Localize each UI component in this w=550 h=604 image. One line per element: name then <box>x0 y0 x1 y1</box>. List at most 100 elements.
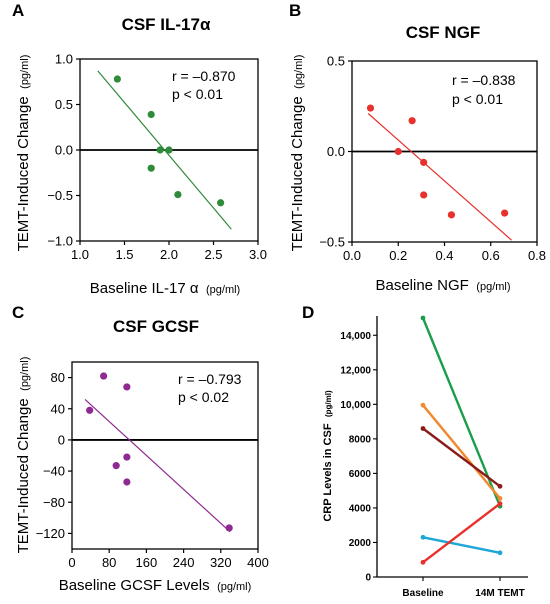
panel-a-data-point <box>217 199 225 207</box>
panel-c-xlabel: Baseline GCSF Levels (pg/ml) <box>59 577 252 594</box>
panel-d-plot: 0 2000 4000 6000 8000 10,000 12,000 14,000 Basel… <box>340 315 528 599</box>
panel-a-letter: A <box>12 1 24 20</box>
panel-d-series-point-4-baseline <box>420 534 426 540</box>
panel-d-x-tick-label: Baseline <box>402 588 444 599</box>
panel-a-r-value: r = –0.870 <box>172 68 236 84</box>
panel-d-y-tick-label: 6000 <box>349 469 372 480</box>
panel-c-x-tick-label: 80 <box>102 555 116 570</box>
panel-c-x-tick-label: 160 <box>136 555 158 570</box>
panel-d-series-point-2-14m <box>497 496 503 501</box>
panel-b-r-value: r = –0.838 <box>452 72 516 88</box>
panel-d-y-tick-label: 8000 <box>349 434 372 445</box>
panel-c-data-point <box>123 478 131 486</box>
panel-d-y-tick-label: 4000 <box>349 503 372 514</box>
panel-c-y-tick-label: −80 <box>43 495 65 510</box>
panel-b-xlabel-unit: (pg/ml) <box>476 281 510 293</box>
panel-c-y-tick-label: −40 <box>43 464 65 479</box>
panel-c-y-tick-label: 80 <box>51 370 65 385</box>
panel-d-y-tick-label: 0 <box>365 573 371 584</box>
panel-b-fit-line <box>367 113 512 241</box>
panel-b-data-point <box>447 211 456 219</box>
panel-b-data-point <box>408 117 416 125</box>
panel-c-data-point <box>123 383 131 391</box>
panel-a-y-tick-label: −1.0 <box>47 234 73 249</box>
panel-c-data-point <box>86 406 94 414</box>
panel-d-ylabel-main: CRP Levels in CSF <box>322 423 334 521</box>
panel-b-plot: 0.0 0.2 0.4 0.6 0.8−0.50.00.5 <box>319 54 546 264</box>
panel-b-data-point <box>501 209 509 217</box>
panel-a-p-value: p < 0.01 <box>172 86 223 102</box>
panel-d-series-line-4 <box>422 536 501 555</box>
panel-a-y-tick-label: 0.5 <box>55 97 73 112</box>
panel-d-ylabel: CRP Levels in CSF (pg/ml) <box>318 390 335 522</box>
panel-b-letter: B <box>289 1 301 20</box>
panel-c-x-tick-label: 320 <box>210 555 232 570</box>
panel-a-y-tick-label: 1.0 <box>55 52 73 67</box>
panel-b-x-tick-label: 0.2 <box>389 248 407 263</box>
panel-b-y-tick-label: 0.5 <box>327 54 345 69</box>
panel-b-x-tick-label: 0.0 <box>343 248 361 263</box>
panel-b-data-point <box>420 158 428 166</box>
panel-d-series-line-3 <box>422 427 501 488</box>
panel-a-ylabel-unit: (pg/ml) <box>19 55 31 89</box>
panel-d-letter: D <box>302 303 314 322</box>
panel-a-xlabel-main: Baseline IL-17 α <box>90 280 199 297</box>
panel-c-r-value: r = –0.793 <box>178 371 242 387</box>
panel-d-series-point-5-baseline <box>420 559 426 565</box>
panel-b-y-tick-label: −0.5 <box>319 235 345 250</box>
panel-d-series-line-2 <box>422 404 501 500</box>
panel-b-ylabel-unit: (pg/ml) <box>293 55 305 89</box>
panel-c-ylabel: TEMT-Induced Change (pg/ml) <box>15 357 32 554</box>
panel-b-x-tick-label: 0.6 <box>482 248 500 263</box>
panel-a-data-point <box>165 146 173 154</box>
panel-b-ylabel-main: TEMT-Induced Change <box>289 96 306 251</box>
panel-d-series-point-3-14m <box>497 483 503 489</box>
panel-a-ylabel: TEMT-Induced Change (pg/ml) <box>15 55 32 252</box>
panel-d-series-line-1 <box>421 317 502 507</box>
panel-d-series-point-5-14m <box>497 501 503 507</box>
panel-d: D CRP Levels in CSF (pg/ml) 0 2000 4000 600… <box>302 303 528 599</box>
panel-c-ylabel-unit: (pg/ml) <box>19 357 31 391</box>
panel-c-data-point <box>112 462 120 470</box>
panel-d-ylabel-unit: (pg/ml) <box>324 390 333 417</box>
panel-a-x-tick-label: 3.0 <box>249 247 267 262</box>
panel-c-x-tick-label: 0 <box>68 555 75 570</box>
panel-c-data-point <box>123 453 131 461</box>
panel-c-xlabel-main: Baseline GCSF Levels <box>59 577 210 594</box>
panel-a-xlabel-unit: (pg/ml) <box>206 284 240 296</box>
panel-c-data-point <box>100 372 108 380</box>
panel-a-x-tick-label: 2.5 <box>204 247 222 262</box>
panel-c-ylabel-main: TEMT-Induced Change <box>15 398 32 553</box>
panel-a-x-tick-label: 1.0 <box>71 247 89 262</box>
panel-a-xlabel: Baseline IL-17 α (pg/ml) <box>90 280 240 297</box>
panel-c-y-tick-label: −120 <box>36 526 65 541</box>
panel-c-frame <box>71 361 259 550</box>
panel-a-data-point <box>113 75 121 83</box>
panel-c-title: CSF GCSF <box>113 317 199 336</box>
panel-d-series-point-1-baseline <box>420 315 426 321</box>
panel-d-series-point-3-baseline <box>420 426 426 431</box>
panel-a-data-point <box>147 164 155 172</box>
panel-a-x-tick-label: 1.5 <box>115 247 133 262</box>
panel-d-series-line-5 <box>422 502 501 564</box>
panel-c-data-point <box>225 524 233 532</box>
panel-a-data-point <box>174 190 182 199</box>
panel-a: A CSF IL-17α TEMT-Induced Change (pg/ml)… <box>12 1 267 297</box>
panel-a-title: CSF IL-17α <box>122 15 211 34</box>
panel-c: C CSF GCSF TEMT-Induced Change (pg/ml) B… <box>12 303 269 594</box>
panel-a-data-point <box>156 146 164 154</box>
panel-a-plot: 1.0 1.5 2.0 2.5 3.0 −1.0 −0.5 0.0 0.5 1.0 <box>47 52 267 263</box>
panel-a-y-tick-label: −0.5 <box>47 188 73 203</box>
panel-c-fit-line <box>84 398 231 533</box>
panel-b-xlabel-main: Baseline NGF <box>375 277 468 294</box>
panel-b-x-tick-label: 0.8 <box>528 248 546 263</box>
panel-b-p-value: p < 0.01 <box>452 91 503 107</box>
panel-a-fit-line <box>97 70 232 230</box>
panel-b-y-tick-label: 0.0 <box>327 144 345 159</box>
panel-a-x-tick-label: 2.0 <box>160 247 178 262</box>
panel-d-series-point-2-baseline <box>420 402 426 408</box>
panel-d-x-tick-label: 14M TEMT <box>475 588 524 599</box>
panel-c-x-tick-label: 240 <box>173 555 195 570</box>
panel-b-data-point <box>420 191 428 199</box>
